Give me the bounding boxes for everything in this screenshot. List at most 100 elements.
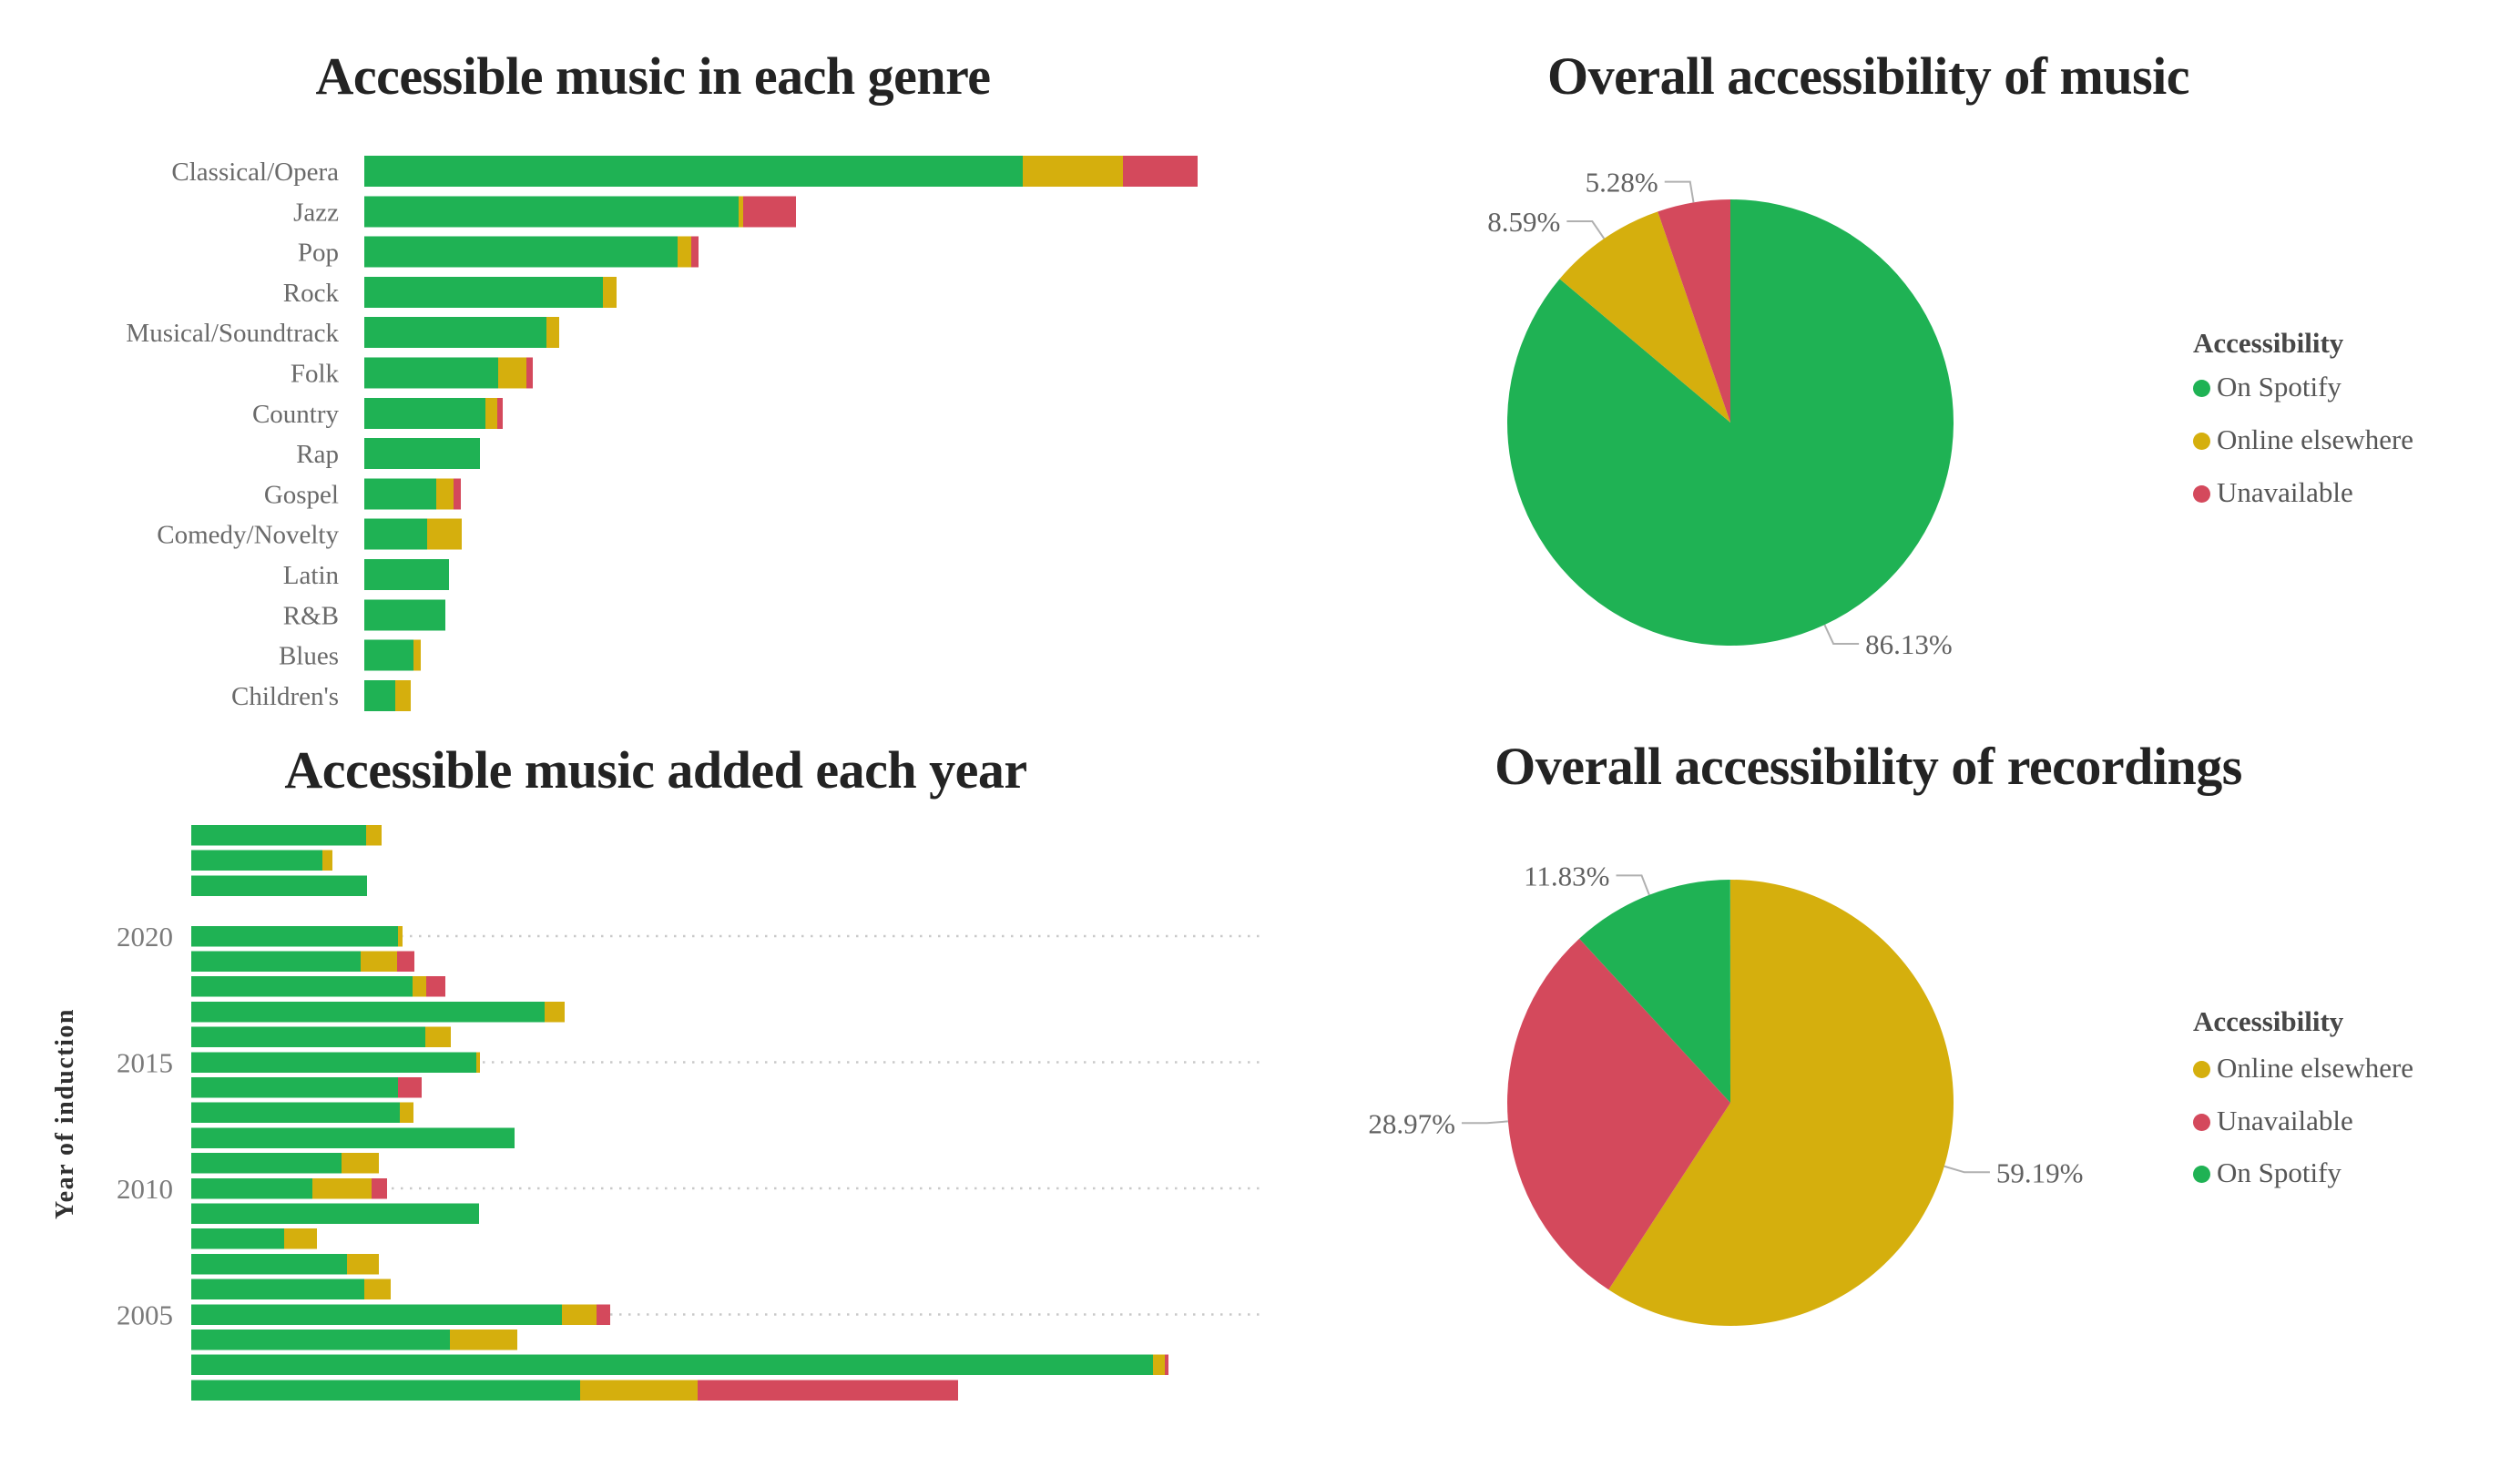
pie-slice	[1658, 199, 1730, 423]
genre-label: Folk	[291, 360, 340, 389]
legend-item-label: Online elsewhere	[2217, 1052, 2414, 1084]
bar-segment	[497, 397, 503, 429]
bar-segment	[364, 196, 739, 228]
bar-segment	[739, 196, 743, 228]
genre-label: Musical/Soundtrack	[126, 319, 339, 348]
bar-segment	[526, 357, 533, 389]
year-tick-label: 2005	[117, 1299, 173, 1331]
bar-segment	[347, 1253, 379, 1275]
leader-line	[1566, 220, 1606, 239]
pie-slice	[1579, 880, 1730, 1103]
pie-percent-label: 8.59%	[1487, 206, 1560, 238]
bar-segment	[366, 825, 382, 846]
genre-label: Rock	[283, 279, 340, 308]
bar-segment	[545, 1001, 565, 1023]
genre-label: Country	[252, 400, 340, 429]
bar-segment	[1023, 156, 1123, 187]
legend-dot-unavailable	[2193, 485, 2210, 503]
legend-item-label: On Spotify	[2217, 1156, 2341, 1188]
bar-segment	[476, 1052, 480, 1073]
bar-segment	[364, 438, 480, 470]
bar-segment	[191, 1077, 398, 1098]
pie-slice	[1608, 880, 1954, 1326]
bar-segment	[364, 559, 449, 590]
legend-item: On Spotify	[2193, 371, 2341, 403]
bar-segment	[691, 236, 699, 268]
bar-segment	[342, 1153, 379, 1174]
legend-item: On Spotify	[2193, 1156, 2341, 1189]
bar-segment	[398, 1077, 422, 1098]
legend-dot-online-elsewhere	[2193, 433, 2210, 450]
music-pie-title: Overall accessibility of music	[1546, 46, 2190, 106]
genre-chart-title: Accessible music in each genre	[315, 46, 991, 106]
music-pie-plot: 86.13% 8.59% 5.28%	[1487, 167, 1954, 660]
genre-label: Children's	[231, 682, 339, 711]
bar-segment	[191, 1228, 284, 1249]
bar-segment	[485, 397, 497, 429]
legend-dot-online-elsewhere	[2193, 1061, 2210, 1078]
bar-segment	[191, 1380, 580, 1401]
bar-segment	[580, 1380, 698, 1401]
bar-segment	[603, 276, 617, 308]
legend-item-label: Unavailable	[2217, 1104, 2353, 1136]
bar-segment	[364, 236, 678, 268]
legend-item-label: Unavailable	[2217, 476, 2353, 508]
genre-label: Rap	[296, 440, 339, 469]
bar-segment	[191, 925, 398, 947]
bar-segment	[191, 1026, 425, 1048]
bar-segment	[364, 357, 498, 389]
bar-segment	[191, 1354, 1153, 1376]
bar-segment	[364, 478, 436, 510]
legend-item: Online elsewhere	[2193, 1052, 2413, 1085]
year-chart-plot: Year of induction 2020 2015 2010 2005	[51, 825, 1260, 1401]
genre-label: Pop	[298, 239, 339, 268]
bar-segment	[191, 1001, 545, 1023]
bar-segment	[413, 976, 426, 997]
year-tick-label: 2020	[117, 921, 173, 953]
genre-label: Comedy/Novelty	[157, 521, 339, 550]
bar-segment	[395, 679, 411, 711]
year-axis-label: Year of induction	[51, 1008, 79, 1219]
bar-segment	[1123, 156, 1198, 187]
year-chart-title: Accessible music added each year	[284, 740, 1027, 800]
genre-label: Blues	[279, 642, 339, 671]
bar-segment	[425, 1026, 451, 1048]
recordings-accessibility-pie-chart: Overall accessibility of recordings 59.1…	[1266, 728, 2520, 1457]
bar-segment	[597, 1304, 610, 1325]
bar-segment	[191, 951, 361, 972]
legend-item: Online elsewhere	[2193, 423, 2413, 456]
genre-label: Jazz	[293, 198, 339, 227]
bar-segment	[364, 599, 445, 631]
bar-segment	[364, 397, 485, 429]
year-bar-chart: Accessible music added each year Year of…	[0, 728, 1266, 1457]
bar-segment	[191, 1304, 562, 1325]
bar-segment	[191, 1279, 364, 1300]
bar-segment	[312, 1177, 372, 1199]
bar-segment	[191, 1127, 515, 1148]
bar-segment	[191, 1203, 479, 1224]
bar-segment	[398, 925, 403, 947]
music-accessibility-pie-chart: Overall accessibility of music 86.13% 8.5…	[1266, 0, 2520, 728]
legend-dot-unavailable	[2193, 1113, 2210, 1131]
bar-segment	[743, 196, 796, 228]
bar-segment	[364, 317, 546, 349]
pie-slice	[1507, 938, 1730, 1290]
bar-segment	[361, 951, 397, 972]
pie-percent-label: 86.13%	[1865, 628, 1953, 660]
leader-line	[1944, 1165, 1990, 1174]
bar-segment	[436, 478, 454, 510]
bar-segment	[191, 1253, 347, 1275]
recordings-pie-plot: 59.19% 28.97% 11.83%	[1368, 860, 2084, 1326]
bar-segment	[284, 1228, 317, 1249]
bar-segment	[454, 478, 461, 510]
legend-item-label: Online elsewhere	[2217, 423, 2414, 455]
bar-segment	[698, 1380, 958, 1401]
legend-item-label: On Spotify	[2217, 371, 2341, 402]
bar-segment	[498, 357, 526, 389]
leader-line	[1823, 624, 1860, 645]
recordings-pie-title: Overall accessibility of recordings	[1495, 737, 2242, 796]
pie-percent-label: 59.19%	[1996, 1156, 2084, 1188]
bar-segment	[397, 951, 414, 972]
bar-segment	[191, 825, 366, 846]
genre-chart-plot: Classical/Opera Jazz Pop Rock Musical/Soundt…	[126, 156, 1198, 711]
